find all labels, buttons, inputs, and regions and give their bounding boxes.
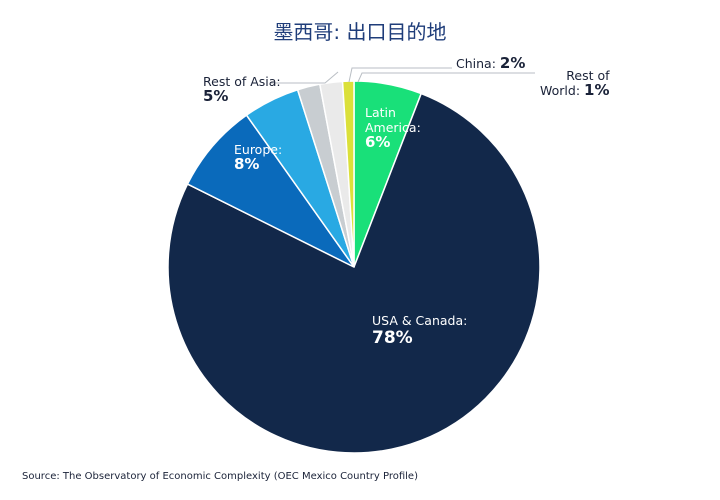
label-china: China: 2% — [456, 54, 526, 72]
label-rest-of-world-name-2: World: — [540, 83, 581, 98]
label-china-value: 2% — [499, 54, 526, 72]
label-rest-of-world: Rest of World: 1% — [540, 68, 610, 98]
label-rest-of-asia-value: 5% — [203, 87, 229, 105]
label-usa-canada-value: 78% — [372, 328, 413, 348]
label-rest-of-world-name-1: Rest of — [566, 68, 610, 83]
leader-line-china — [348, 67, 452, 83]
label-rest-of-asia-name: Rest of Asia: — [203, 74, 281, 89]
label-usa-canada-name: USA & Canada: — [372, 313, 468, 328]
pie-slice-usa-canada — [167, 92, 541, 454]
label-china-name: China: — [456, 56, 496, 71]
label-latin-america: Latin America: 6% — [365, 105, 421, 150]
label-rest-of-world-value: 1% — [584, 81, 610, 99]
pie-slice-rest-of-world — [341, 80, 355, 268]
label-europe-name: Europe: — [234, 142, 283, 157]
source-note: Source: The Observatory of Economic Comp… — [22, 471, 418, 482]
label-usa-canada: USA & Canada: 78% — [372, 313, 467, 348]
chart-title: 墨西哥: 出口目的地 — [273, 20, 447, 44]
label-rest-of-asia: Rest of Asia: 5% — [203, 74, 281, 104]
label-latin-america-name-2: America: — [365, 120, 421, 135]
leader-line-rest-of-world — [357, 72, 535, 83]
label-latin-america-name-1: Latin — [365, 105, 396, 120]
pie-slice-europe — [186, 114, 355, 268]
leader-line-rest-of-asia — [271, 71, 339, 84]
label-europe-value: 8% — [234, 155, 260, 173]
label-latin-america-value: 6% — [365, 133, 391, 151]
label-europe: Europe: 8% — [234, 142, 282, 172]
